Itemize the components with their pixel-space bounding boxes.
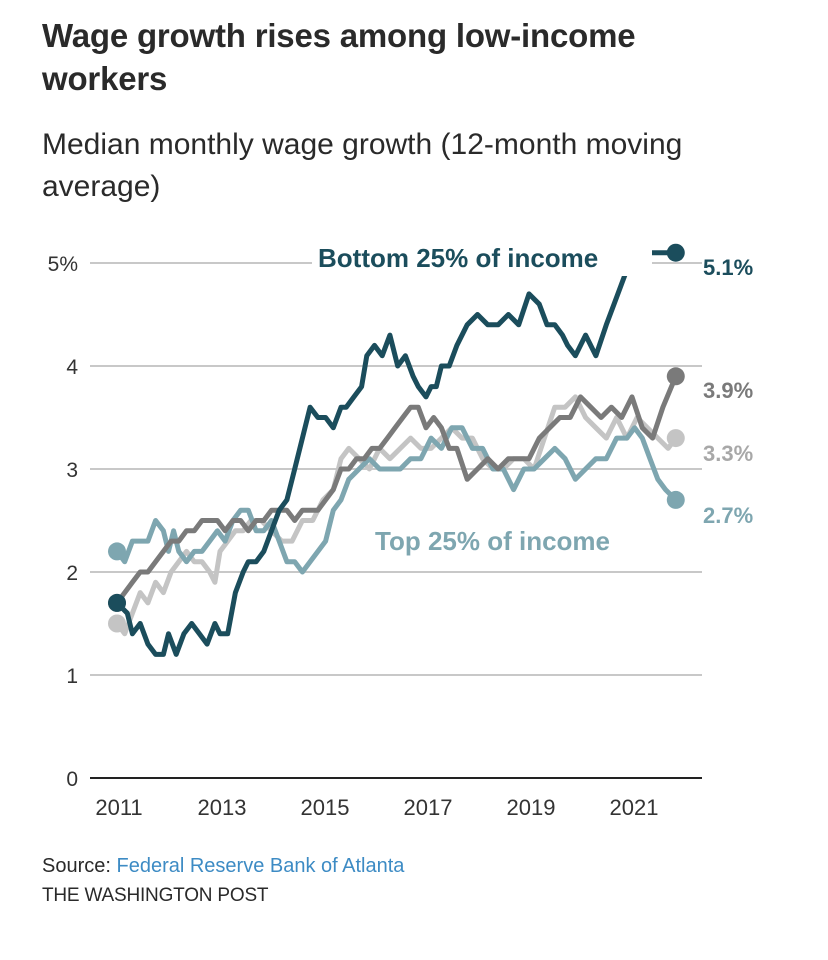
- series-start-dot: [108, 593, 126, 612]
- series-line-0: [114, 250, 679, 657]
- source-label: Source:: [42, 855, 117, 877]
- annotations: 5.1% 3.9% 3.3% 2.7% Bottom 25% of income Top …: [312, 240, 753, 556]
- y-tick-label: 3: [66, 459, 78, 482]
- y-tick-label: 1: [66, 665, 78, 688]
- y-tick-label: 4: [66, 356, 78, 379]
- series-end-dot: [666, 243, 685, 262]
- end-value-label: 3.9%: [703, 378, 753, 403]
- chart-title: Wage growth rises among low-income worke…: [42, 17, 636, 97]
- x-tick-label: 2015: [301, 795, 350, 820]
- series-line-2: [114, 394, 679, 637]
- series-start-dot: [108, 614, 126, 633]
- line-chart: 0 1 2 3 4 5% 2011 2013 2015 2017 2019 2021 5.1% 3.9…: [47, 240, 754, 820]
- series-end-dot: [666, 490, 685, 509]
- series-line-3: [114, 425, 679, 575]
- y-tick-label: 0: [66, 768, 78, 791]
- series-line-1: [114, 373, 679, 606]
- series-start-dot: [108, 542, 126, 561]
- source-link[interactable]: Federal Reserve Bank of Atlanta: [116, 855, 405, 877]
- credit-line: THE WASHINGTON POST: [42, 885, 269, 906]
- end-value-label: 5.1%: [703, 255, 753, 280]
- top-25-label: Top 25% of income: [375, 526, 610, 556]
- series-end-dot: [666, 367, 685, 386]
- source-line: Source: Federal Reserve Bank of Atlanta: [42, 855, 404, 878]
- y-tick-label: 2: [66, 562, 78, 585]
- chart-subtitle: Median monthly wage growth (12-month mov…: [42, 128, 683, 203]
- y-axis-tick-labels: 0 1 2 3 4 5%: [48, 253, 79, 791]
- x-tick-label: 2021: [610, 795, 659, 820]
- end-value-label: 3.3%: [703, 441, 753, 466]
- x-tick-label: 2019: [507, 795, 556, 820]
- end-value-label: 2.7%: [703, 503, 753, 528]
- x-tick-label: 2017: [404, 795, 453, 820]
- gridlines: [90, 262, 702, 779]
- bottom-25-label: Bottom 25% of income: [318, 243, 598, 273]
- x-tick-label: 2013: [198, 795, 247, 820]
- y-tick-label: 5%: [48, 253, 78, 276]
- label-background: [312, 240, 652, 276]
- x-axis-tick-labels: 2011 2013 2015 2017 2019 2021: [95, 795, 658, 820]
- series-lines: [108, 243, 685, 657]
- series-end-dot: [666, 429, 685, 448]
- x-tick-label: 2011: [95, 795, 142, 820]
